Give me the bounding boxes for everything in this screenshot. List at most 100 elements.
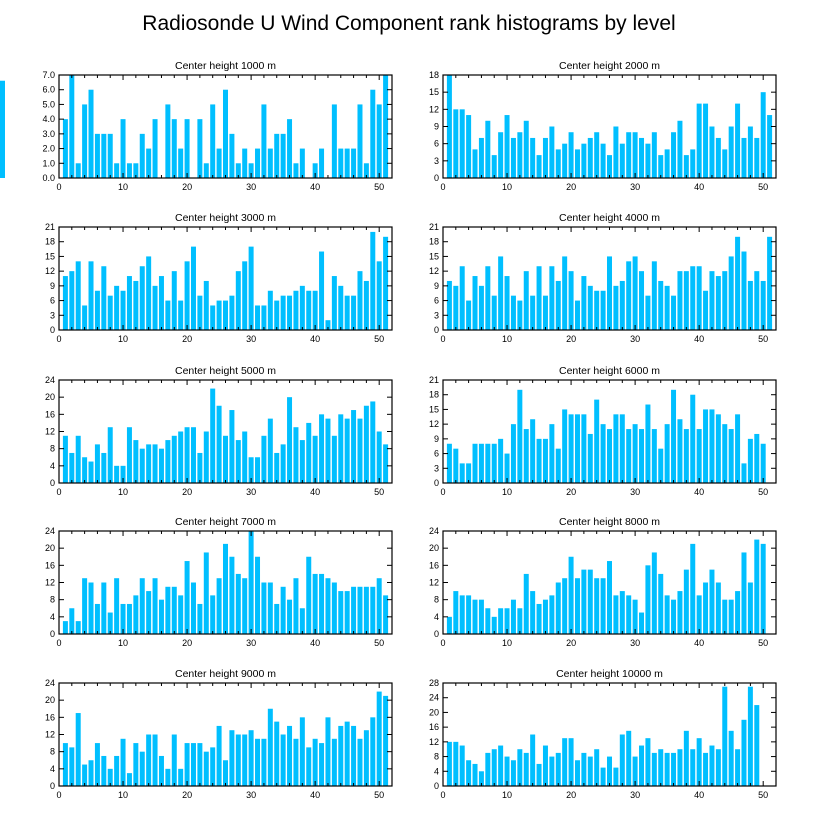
y-tick-label: 4 [50,461,55,471]
histogram-bar [235,271,241,330]
histogram-bar [69,271,75,330]
histogram-bar [651,752,657,786]
histogram-bar [722,271,728,330]
panel-title: Center height 9000 m [175,668,276,680]
histogram-bar [319,148,325,178]
histogram-bar [747,582,753,634]
histogram-bar [530,137,536,178]
histogram-bar [722,424,728,483]
histogram-bar [312,738,318,786]
x-tick-label: 0 [56,790,61,800]
histogram-bar [274,133,280,178]
histogram-bar [741,719,747,786]
histogram-bar [504,756,510,786]
histogram-bar [536,603,542,634]
histogram-bar [767,236,773,330]
histogram-bar [197,743,203,786]
y-tick-label: 12 [429,737,439,747]
y-tick-label: 12 [45,578,55,588]
histogram-bar [242,734,248,786]
histogram-bar [75,713,81,786]
histogram-bar [510,760,516,786]
x-tick-label: 10 [502,334,512,344]
histogram-bar [203,431,209,483]
histogram-bar [165,440,171,483]
histogram-bar [101,755,107,786]
histogram-bar [216,578,222,634]
y-tick-label: 0 [434,173,439,183]
histogram-bar [139,448,145,483]
histogram-bar [146,734,152,786]
histogram-bar [319,743,325,786]
histogram-bar [357,271,363,330]
histogram-bar [267,418,273,483]
x-tick-label: 20 [566,638,576,648]
y-tick-label: 12 [429,578,439,588]
histogram-bar [319,414,325,483]
y-tick-label: 6 [434,449,439,459]
histogram-bar [446,741,452,786]
histogram-bar [735,414,741,483]
histogram-bar [274,603,280,634]
histogram-bar [325,578,331,634]
histogram-bar [126,603,132,634]
y-tick-label: 8 [434,595,439,605]
y-tick-label: 0 [50,478,55,488]
histogram-bar [696,429,702,483]
y-tick-label: 15 [45,251,55,261]
histogram-bar [645,143,651,178]
histogram-bar [613,414,619,483]
histogram-bar [671,752,677,786]
x-tick-label: 10 [502,487,512,497]
histogram-bar [376,578,382,634]
histogram-bar [107,295,113,330]
histogram-bar [325,320,331,330]
histogram-bar [466,595,472,634]
histogram-bar [562,578,568,634]
histogram-bar [82,305,88,330]
histogram-bar [760,280,766,330]
y-tick-label: 15 [429,251,439,261]
histogram-bar [363,730,369,786]
y-tick-label: 3 [434,463,439,473]
histogram-bar [261,305,267,330]
y-tick-label: 16 [45,712,55,722]
histogram-bar [594,749,600,786]
histogram-bar [696,103,702,178]
histogram-bar [338,591,344,634]
histogram-bar [523,429,529,483]
x-tick-label: 30 [630,638,640,648]
histogram-bar [568,738,574,786]
histogram-bar [581,752,587,786]
histogram-bar [722,686,728,786]
histogram-bar [658,573,664,634]
x-tick-label: 40 [694,487,704,497]
histogram-bar [267,290,273,330]
histogram-bar [658,280,664,330]
histogram-bar [677,271,683,330]
x-tick-label: 0 [56,638,61,648]
y-tick-label: 5.0 [42,99,55,109]
histogram-bar [683,155,689,178]
x-tick-label: 10 [118,790,128,800]
histogram-bar [645,565,651,634]
histogram-bar [709,271,715,330]
histogram-bar [216,300,222,330]
y-tick-label: 2.0 [42,144,55,154]
x-tick-label: 30 [246,182,256,192]
x-tick-label: 0 [440,790,445,800]
histogram-bar [184,119,190,178]
histogram-bar [703,582,709,634]
histogram-bar [664,424,670,483]
histogram-bar [645,404,651,483]
histogram-bar [351,295,357,330]
x-tick-label: 20 [566,334,576,344]
panel-title: Center height 2000 m [559,60,660,72]
x-tick-label: 50 [374,182,384,192]
histogram-bar [760,443,766,483]
histogram-bar [690,543,696,634]
panel-title: Center height 10000 m [556,668,663,680]
histogram-bar [101,582,107,634]
histogram-bar [453,109,459,178]
histogram-bar [357,418,363,483]
